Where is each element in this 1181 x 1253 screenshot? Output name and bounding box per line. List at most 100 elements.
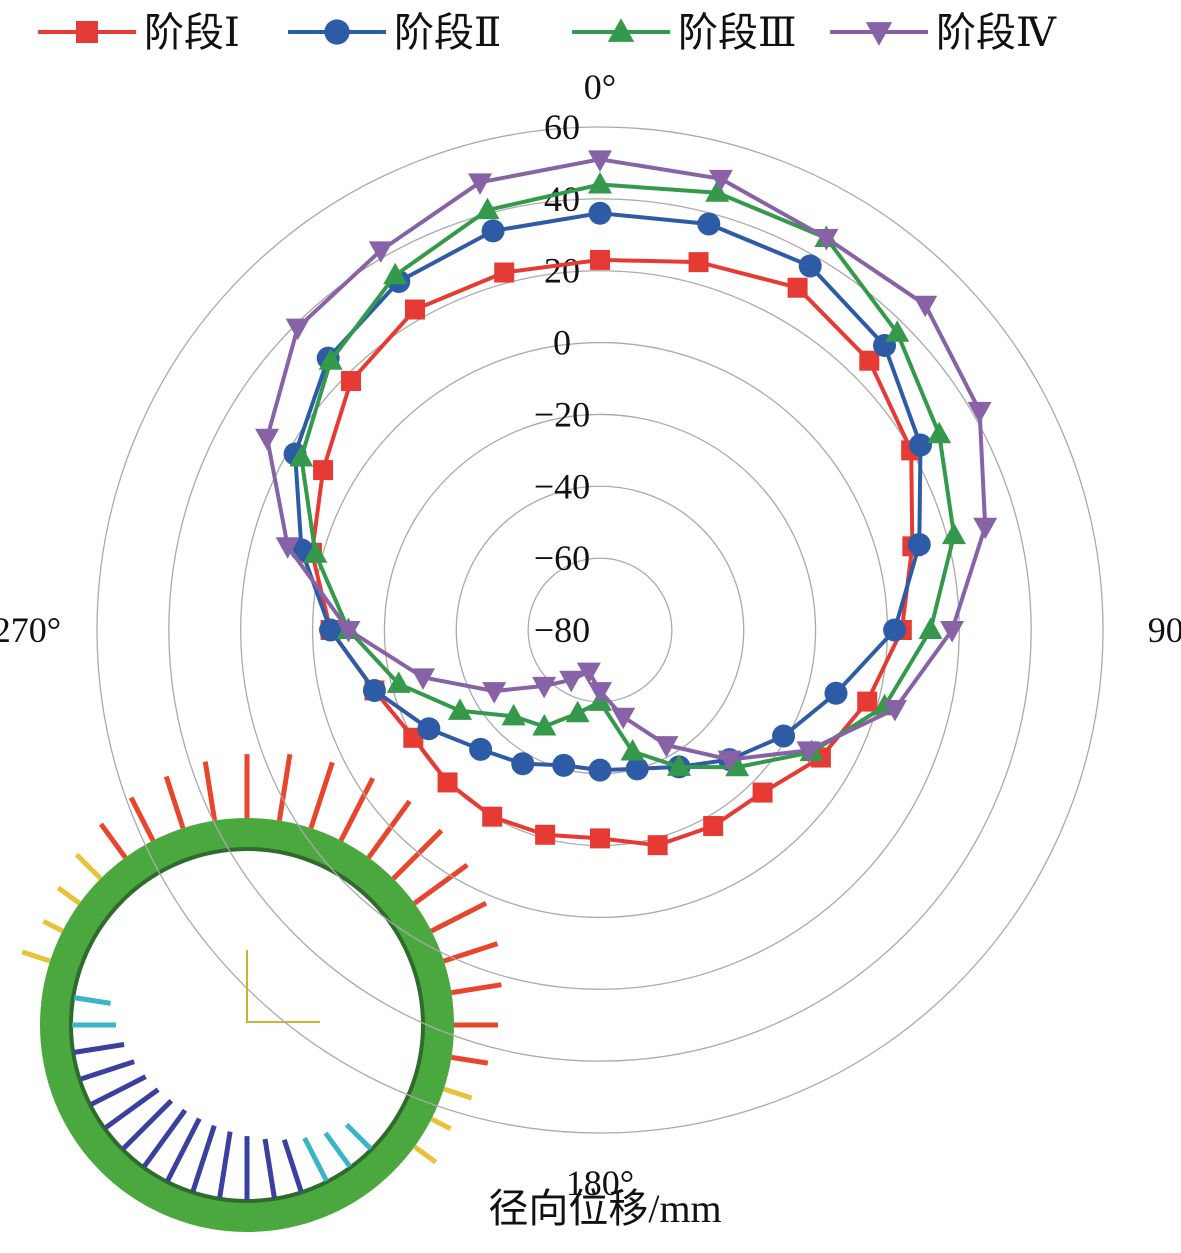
marker bbox=[857, 691, 878, 712]
theta-tick-label: 180° bbox=[566, 1163, 634, 1203]
marker bbox=[654, 736, 679, 758]
marker bbox=[285, 318, 310, 341]
model-arrow bbox=[391, 828, 444, 881]
marker bbox=[494, 262, 515, 283]
marker bbox=[336, 621, 361, 643]
model-arrow bbox=[451, 982, 502, 996]
marker bbox=[324, 19, 350, 45]
model-arrow bbox=[98, 822, 128, 860]
marker bbox=[717, 750, 742, 773]
marker bbox=[625, 757, 649, 781]
marker bbox=[824, 681, 848, 705]
model-ring bbox=[40, 818, 454, 1232]
r-tick-label: 20 bbox=[544, 251, 580, 291]
model-arrow bbox=[202, 761, 218, 821]
marker bbox=[941, 522, 966, 545]
model-arrow bbox=[443, 1086, 473, 1101]
r-tick-label: −80 bbox=[534, 610, 590, 650]
model-arrow bbox=[103, 1087, 160, 1130]
marker bbox=[501, 703, 526, 726]
marker bbox=[475, 197, 500, 220]
model-arrow bbox=[79, 1059, 135, 1082]
marker bbox=[481, 219, 505, 243]
marker bbox=[907, 532, 931, 556]
marker bbox=[927, 421, 952, 444]
marker bbox=[383, 262, 408, 285]
marker bbox=[882, 700, 907, 722]
marker bbox=[588, 682, 612, 704]
model-arrow bbox=[74, 852, 103, 881]
marker bbox=[341, 371, 362, 392]
marker bbox=[576, 662, 601, 685]
model-arrow bbox=[323, 1131, 352, 1169]
model-arrow bbox=[165, 1117, 202, 1183]
model-arrow bbox=[89, 1074, 147, 1107]
model-arrow bbox=[308, 761, 335, 829]
model-arrow bbox=[262, 1138, 277, 1199]
marker bbox=[565, 700, 590, 723]
marker bbox=[620, 738, 645, 761]
axis-label: 径向位移/mm bbox=[488, 1186, 721, 1231]
marker bbox=[611, 707, 636, 730]
legend-label: 阶段Ⅳ bbox=[936, 10, 1057, 55]
marker bbox=[607, 18, 635, 42]
marker bbox=[913, 295, 938, 318]
marker bbox=[885, 320, 910, 342]
model-arrow bbox=[412, 1144, 438, 1165]
r-tick-label: 60 bbox=[544, 107, 580, 147]
marker bbox=[667, 754, 692, 776]
marker bbox=[535, 824, 556, 845]
grid-circle bbox=[168, 198, 1032, 1062]
theta-tick-label: 0° bbox=[584, 67, 616, 107]
model-arrow bbox=[344, 1122, 373, 1151]
model-arrow bbox=[73, 995, 111, 1006]
marker bbox=[752, 782, 773, 803]
grid-circle bbox=[240, 270, 960, 990]
r-tick-label: −40 bbox=[534, 466, 590, 506]
marker bbox=[532, 676, 557, 699]
model-arrow bbox=[163, 775, 186, 829]
model-arrow bbox=[443, 941, 499, 964]
model-arrow bbox=[217, 1131, 233, 1199]
marker bbox=[865, 22, 893, 46]
theta-tick-label: 270° bbox=[0, 610, 61, 650]
r-tick-label: 0 bbox=[553, 323, 571, 363]
marker bbox=[532, 713, 557, 736]
model-arrow bbox=[56, 885, 82, 906]
model-arrow bbox=[42, 919, 64, 934]
marker bbox=[511, 752, 535, 776]
r-tick-label: −60 bbox=[534, 538, 590, 578]
model-arrow bbox=[338, 777, 375, 842]
grid-circle bbox=[96, 126, 1104, 1134]
marker bbox=[275, 537, 300, 559]
r-tick-label: −20 bbox=[534, 394, 590, 434]
marker bbox=[688, 252, 709, 273]
model-arrow bbox=[190, 1124, 217, 1193]
marker bbox=[588, 758, 612, 782]
marker bbox=[787, 277, 808, 298]
marker bbox=[697, 212, 721, 236]
model-arrow bbox=[430, 900, 488, 934]
marker bbox=[973, 517, 998, 540]
legend-label: 阶段Ⅲ bbox=[678, 10, 797, 55]
marker bbox=[590, 828, 610, 849]
marker bbox=[368, 241, 393, 263]
model-arrow bbox=[281, 1138, 304, 1193]
marker bbox=[908, 433, 932, 457]
marker bbox=[318, 348, 343, 370]
model-axes bbox=[246, 950, 320, 1023]
model-arrow bbox=[73, 1042, 125, 1055]
marker bbox=[796, 741, 821, 763]
marker bbox=[588, 150, 612, 172]
marker bbox=[708, 169, 733, 192]
marker bbox=[772, 724, 796, 748]
marker bbox=[482, 682, 507, 704]
grid-circle bbox=[455, 485, 745, 775]
marker bbox=[798, 254, 822, 278]
marker bbox=[447, 698, 472, 720]
marker bbox=[303, 541, 328, 563]
model-arrow bbox=[366, 799, 412, 860]
marker bbox=[647, 835, 668, 856]
marker bbox=[590, 249, 610, 270]
marker bbox=[468, 173, 493, 195]
